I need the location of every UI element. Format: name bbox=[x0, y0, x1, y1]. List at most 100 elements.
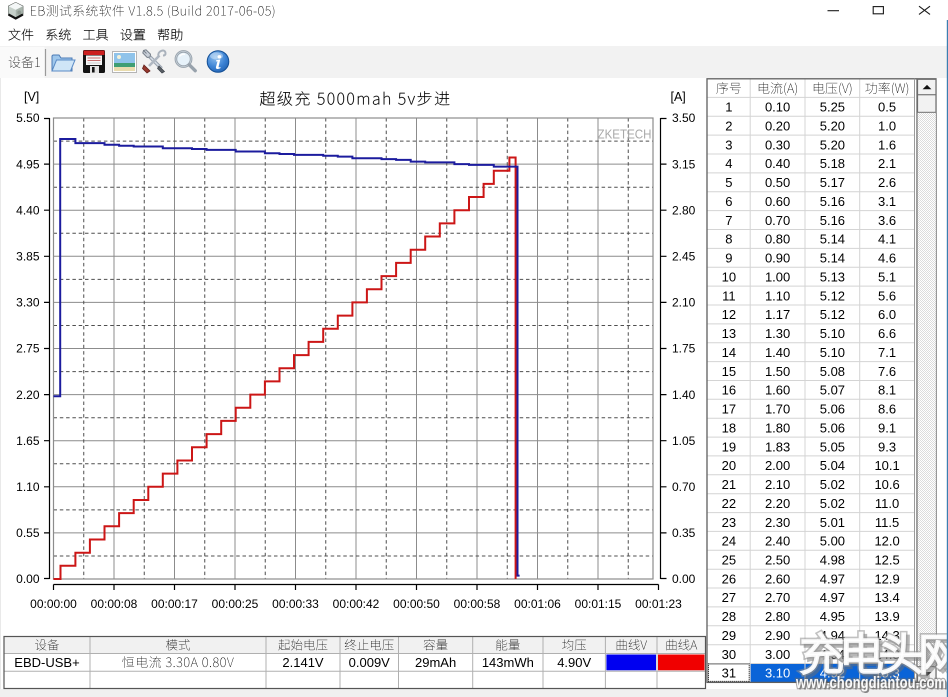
svg-text:1.00: 1.00 bbox=[765, 269, 790, 284]
svg-text:0.80: 0.80 bbox=[765, 232, 790, 247]
svg-text:1.6: 1.6 bbox=[878, 137, 896, 152]
svg-text:2.20: 2.20 bbox=[765, 496, 790, 511]
svg-text:4.90V: 4.90V bbox=[557, 655, 591, 670]
svg-text:5.20: 5.20 bbox=[820, 137, 845, 152]
svg-text:10: 10 bbox=[722, 269, 736, 284]
svg-text:9.3: 9.3 bbox=[878, 439, 896, 454]
svg-text:2.75: 2.75 bbox=[16, 342, 40, 356]
svg-text:3.6: 3.6 bbox=[878, 213, 896, 228]
svg-text:4: 4 bbox=[725, 156, 732, 171]
svg-text:3.15: 3.15 bbox=[672, 157, 696, 171]
svg-text:12: 12 bbox=[722, 307, 736, 322]
svg-text:5.25: 5.25 bbox=[820, 100, 845, 115]
svg-text:2.90: 2.90 bbox=[765, 628, 790, 643]
svg-text:26: 26 bbox=[722, 571, 736, 586]
svg-text:1.10: 1.10 bbox=[16, 480, 40, 494]
svg-text:www.chongdiantou.com: www.chongdiantou.com bbox=[795, 674, 946, 692]
svg-text:4.97: 4.97 bbox=[820, 571, 845, 586]
svg-text:7: 7 bbox=[725, 213, 732, 228]
svg-text:2.141V: 2.141V bbox=[282, 655, 324, 670]
svg-text:5.02: 5.02 bbox=[820, 477, 845, 492]
svg-text:4.97: 4.97 bbox=[820, 590, 845, 605]
svg-text:00:00:25: 00:00:25 bbox=[212, 597, 259, 611]
svg-text:3.30: 3.30 bbox=[16, 296, 40, 310]
svg-text:5.06: 5.06 bbox=[820, 420, 845, 435]
svg-text:12.0: 12.0 bbox=[874, 534, 899, 549]
svg-text:00:01:06: 00:01:06 bbox=[514, 597, 561, 611]
svg-text:0.009V: 0.009V bbox=[349, 655, 391, 670]
svg-text:00:00:33: 00:00:33 bbox=[272, 597, 319, 611]
svg-text:6.6: 6.6 bbox=[878, 326, 896, 341]
svg-text:22: 22 bbox=[722, 496, 736, 511]
svg-text:00:00:17: 00:00:17 bbox=[151, 597, 198, 611]
svg-text:27: 27 bbox=[722, 590, 736, 605]
svg-text:2.80: 2.80 bbox=[672, 203, 696, 217]
svg-text:EBD-USB+: EBD-USB+ bbox=[14, 655, 79, 670]
svg-text:2.50: 2.50 bbox=[765, 553, 790, 568]
svg-text:2.20: 2.20 bbox=[16, 388, 40, 402]
svg-text:0.5: 0.5 bbox=[878, 100, 896, 115]
svg-text:ZKETECH: ZKETECH bbox=[598, 128, 652, 142]
svg-text:29mAh: 29mAh bbox=[415, 655, 456, 670]
svg-text:3: 3 bbox=[725, 137, 732, 152]
svg-text:2: 2 bbox=[725, 119, 732, 134]
svg-text:5.16: 5.16 bbox=[820, 213, 845, 228]
svg-text:1: 1 bbox=[725, 100, 732, 115]
svg-text:00:01:15: 00:01:15 bbox=[575, 597, 622, 611]
svg-text:2.00: 2.00 bbox=[765, 458, 790, 473]
svg-text:0.55: 0.55 bbox=[16, 526, 40, 540]
svg-text:11: 11 bbox=[722, 288, 736, 303]
svg-text:5.10: 5.10 bbox=[820, 345, 845, 360]
svg-text:12.5: 12.5 bbox=[874, 553, 899, 568]
svg-text:143mWh: 143mWh bbox=[482, 655, 534, 670]
svg-text:00:01:23: 00:01:23 bbox=[635, 597, 682, 611]
svg-text:1.65: 1.65 bbox=[16, 434, 40, 448]
svg-text:4.40: 4.40 bbox=[16, 203, 40, 217]
svg-text:16: 16 bbox=[722, 383, 736, 398]
svg-text:6.0: 6.0 bbox=[878, 307, 896, 322]
svg-text:15: 15 bbox=[722, 364, 736, 379]
svg-text:8.6: 8.6 bbox=[878, 402, 896, 417]
svg-text:3.1: 3.1 bbox=[878, 194, 896, 209]
svg-text:3.10: 3.10 bbox=[765, 666, 790, 681]
svg-text:14: 14 bbox=[722, 345, 736, 360]
svg-text:11.0: 11.0 bbox=[875, 496, 899, 511]
svg-text:5.18: 5.18 bbox=[820, 156, 845, 171]
svg-text:5.14: 5.14 bbox=[820, 251, 845, 266]
svg-text:11.5: 11.5 bbox=[875, 515, 899, 530]
svg-text:28: 28 bbox=[722, 609, 736, 624]
svg-text:17: 17 bbox=[722, 402, 736, 417]
svg-text:7.6: 7.6 bbox=[878, 364, 896, 379]
svg-text:0.30: 0.30 bbox=[765, 137, 790, 152]
svg-text:5.12: 5.12 bbox=[820, 307, 845, 322]
svg-text:1.70: 1.70 bbox=[765, 402, 790, 417]
svg-text:5.16: 5.16 bbox=[820, 194, 845, 209]
svg-text:18: 18 bbox=[722, 420, 736, 435]
svg-text:5.02: 5.02 bbox=[820, 496, 845, 511]
svg-text:0.70: 0.70 bbox=[672, 480, 696, 494]
svg-text:1.05: 1.05 bbox=[672, 434, 696, 448]
svg-text:00:00:00: 00:00:00 bbox=[30, 597, 77, 611]
svg-text:www.chongdiantou.com: www.chongdiantou.com bbox=[797, 676, 948, 694]
svg-text:29: 29 bbox=[722, 628, 736, 643]
svg-text:0.00: 0.00 bbox=[16, 572, 40, 586]
svg-text:[V]: [V] bbox=[24, 90, 39, 104]
svg-text:4.98: 4.98 bbox=[820, 553, 845, 568]
svg-text:5.10: 5.10 bbox=[820, 326, 845, 341]
svg-text:6: 6 bbox=[725, 194, 732, 209]
svg-text:10.6: 10.6 bbox=[874, 477, 899, 492]
svg-text:5.05: 5.05 bbox=[820, 439, 845, 454]
svg-text:0.40: 0.40 bbox=[765, 156, 790, 171]
svg-text:1.40: 1.40 bbox=[765, 345, 790, 360]
svg-text:31: 31 bbox=[722, 666, 736, 681]
svg-text:4.95: 4.95 bbox=[820, 609, 845, 624]
svg-text:13.4: 13.4 bbox=[874, 590, 899, 605]
svg-text:7.1: 7.1 bbox=[878, 345, 896, 360]
svg-text:2.40: 2.40 bbox=[765, 534, 790, 549]
svg-text:0.70: 0.70 bbox=[765, 213, 790, 228]
svg-text:1.30: 1.30 bbox=[765, 326, 790, 341]
svg-text:2.6: 2.6 bbox=[878, 175, 896, 190]
svg-text:9.1: 9.1 bbox=[878, 420, 896, 435]
svg-text:0.90: 0.90 bbox=[765, 251, 790, 266]
svg-text:00:00:08: 00:00:08 bbox=[91, 597, 138, 611]
